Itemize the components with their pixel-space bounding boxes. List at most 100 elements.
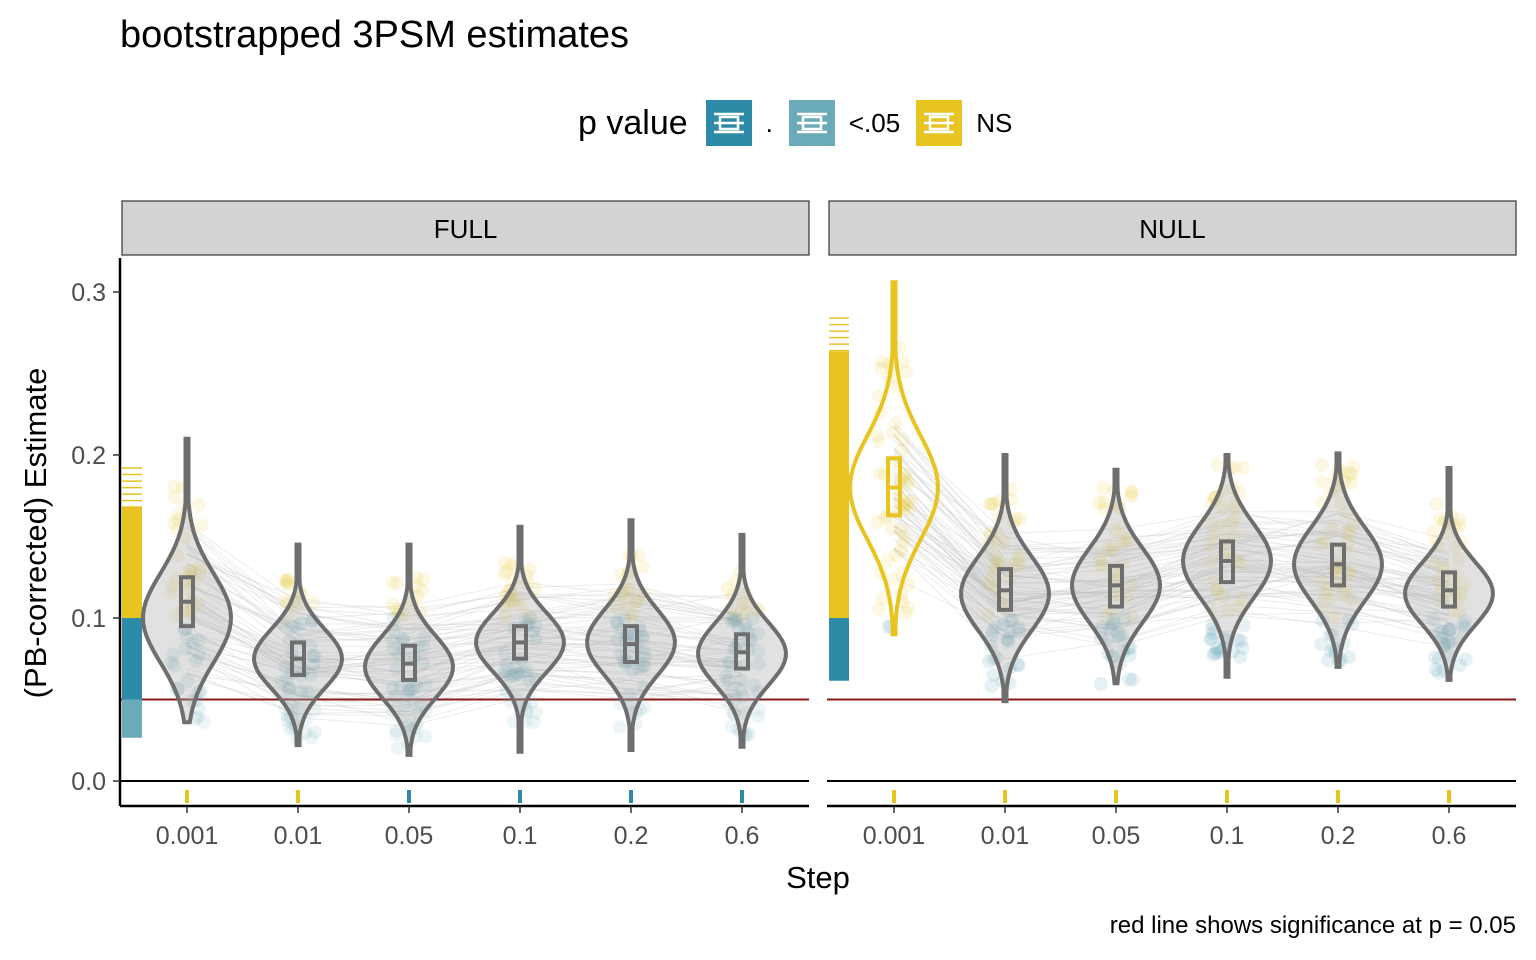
data-point xyxy=(619,596,634,611)
violin-0.2 xyxy=(585,518,677,803)
data-point xyxy=(900,496,915,511)
data-point xyxy=(1125,484,1140,499)
data-point xyxy=(504,556,519,571)
data-point xyxy=(626,607,641,622)
legend-item-05: <.05 xyxy=(788,100,900,146)
data-point xyxy=(167,658,182,673)
bootstrap-line xyxy=(893,497,1450,605)
data-point xyxy=(498,664,513,679)
data-point xyxy=(526,624,541,639)
panel-full: FULL 0.001 0.01 0.05 0.1 0.2 0.6 xyxy=(118,200,810,850)
data-point xyxy=(1125,672,1140,687)
data-point xyxy=(989,548,1004,563)
data-point xyxy=(1452,512,1467,527)
data-point xyxy=(497,646,512,661)
data-point xyxy=(191,497,206,512)
data-point xyxy=(514,600,529,615)
data-point xyxy=(523,611,538,626)
data-point xyxy=(1321,653,1336,668)
data-point xyxy=(397,697,412,712)
data-point xyxy=(1429,496,1444,511)
bootstrap-lines xyxy=(893,421,1450,660)
y-tick-label: 0.3 xyxy=(71,279,106,307)
data-point xyxy=(901,577,916,592)
data-point xyxy=(528,632,543,647)
violin-0.05 xyxy=(362,542,456,803)
data-point xyxy=(1104,618,1119,633)
data-point xyxy=(895,442,910,457)
data-point xyxy=(1326,609,1341,624)
bootstrap-line xyxy=(893,496,1450,615)
data-point xyxy=(623,609,638,624)
rug-block xyxy=(829,618,849,680)
data-point xyxy=(1111,626,1126,641)
bootstrap-line xyxy=(186,641,743,684)
data-point xyxy=(1345,467,1360,482)
data-point xyxy=(734,606,749,621)
data-point xyxy=(306,612,321,627)
chart-title: bootstrapped 3PSM estimates xyxy=(120,14,630,56)
bootstrap-line xyxy=(186,589,743,674)
y-axis: 0.0 0.1 0.2 0.3 xyxy=(71,279,120,796)
data-point xyxy=(280,572,295,587)
bootstrap-line xyxy=(186,668,743,696)
rug xyxy=(829,317,849,681)
violin-shape xyxy=(1291,451,1385,669)
data-point xyxy=(1094,559,1109,574)
data-point xyxy=(1343,525,1358,540)
data-point xyxy=(409,570,424,585)
data-point xyxy=(306,649,321,664)
data-point xyxy=(167,489,182,504)
data-point xyxy=(1001,632,1016,647)
bootstrap-line xyxy=(893,460,1450,559)
bootstrap-line xyxy=(893,480,1450,613)
data-point xyxy=(637,658,652,673)
data-point xyxy=(193,565,208,580)
data-point xyxy=(1443,622,1458,637)
bootstrap-line xyxy=(186,632,743,674)
data-point xyxy=(1209,582,1224,597)
bootstrap-line xyxy=(893,447,1450,578)
violin-0.6 xyxy=(696,532,788,803)
data-point xyxy=(385,575,400,590)
data-point xyxy=(284,620,299,635)
legend-key-05 xyxy=(788,100,835,146)
data-point xyxy=(996,534,1011,549)
data-point xyxy=(522,562,537,577)
data-point xyxy=(1203,632,1218,647)
bootstrap-line xyxy=(186,605,743,676)
data-point xyxy=(403,682,418,697)
data-point xyxy=(529,618,544,633)
data-point xyxy=(1341,649,1356,664)
bootstrap-line xyxy=(186,581,743,662)
data-point xyxy=(1330,566,1345,581)
bootstrap-line xyxy=(186,600,743,672)
bootstrap-line xyxy=(893,577,1450,641)
data-point xyxy=(194,518,209,533)
caption: red line shows significance at p = 0.05 xyxy=(1109,912,1516,939)
data-point xyxy=(511,666,526,681)
legend-key-ns xyxy=(916,100,963,146)
data-point xyxy=(900,473,915,488)
data-point xyxy=(396,632,411,647)
y-tick-label: 0.0 xyxy=(71,768,106,796)
bootstrap-line xyxy=(893,504,1450,612)
bootstrap-line xyxy=(186,650,743,701)
data-point xyxy=(1005,612,1020,627)
data-point xyxy=(750,626,765,641)
data-point xyxy=(880,553,895,568)
data-point xyxy=(889,548,904,563)
data-point xyxy=(1206,647,1221,662)
violin-0.1 xyxy=(474,524,566,803)
data-point xyxy=(1318,534,1333,549)
data-point xyxy=(888,415,903,430)
data-point xyxy=(290,701,305,716)
data-point xyxy=(165,578,180,593)
data-point xyxy=(901,600,916,615)
data-point xyxy=(985,628,1000,643)
legend-title: p value xyxy=(578,103,688,142)
data-point xyxy=(1425,554,1440,569)
data-point xyxy=(1105,544,1120,559)
data-point xyxy=(1226,527,1241,542)
data-point xyxy=(724,684,739,699)
